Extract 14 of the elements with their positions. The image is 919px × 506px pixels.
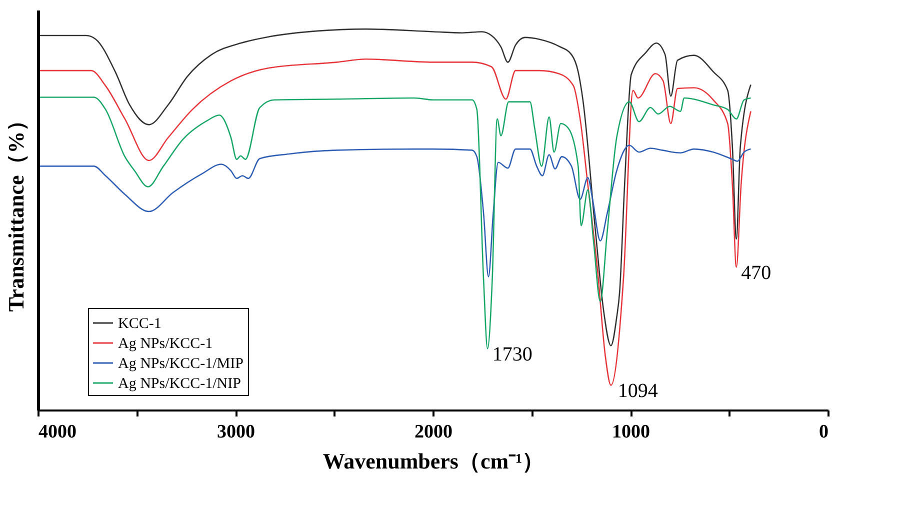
- x-tick-label: 3000: [217, 422, 255, 442]
- x-tick-label: 0: [819, 422, 828, 442]
- x-tick-label: 4000: [38, 422, 76, 442]
- legend-label: Ag NPs/KCC-1/NIP: [118, 376, 241, 392]
- legend-label: Ag NPs/KCC-1/MIP: [118, 356, 244, 372]
- legend-label: Ag NPs/KCC-1: [118, 336, 213, 352]
- legend-label: KCC-1: [118, 316, 162, 332]
- y-axis-title: Transmittance（%）: [4, 109, 28, 312]
- x-axis-title: Wavenumbers（cm⁻¹）: [322, 448, 544, 474]
- annotation: 470: [741, 262, 772, 284]
- annotation: 1730: [492, 344, 532, 366]
- annotation: 1094: [618, 380, 658, 402]
- x-tick-label: 2000: [414, 422, 452, 442]
- x-tick-label: 1000: [612, 422, 650, 442]
